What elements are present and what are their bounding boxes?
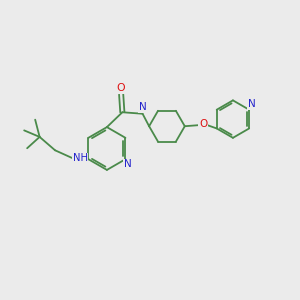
Text: N: N [124,159,131,169]
Text: O: O [117,83,125,94]
Text: O: O [199,119,207,129]
Text: N: N [248,99,256,110]
Text: N: N [139,102,147,112]
Text: NH: NH [73,153,88,163]
